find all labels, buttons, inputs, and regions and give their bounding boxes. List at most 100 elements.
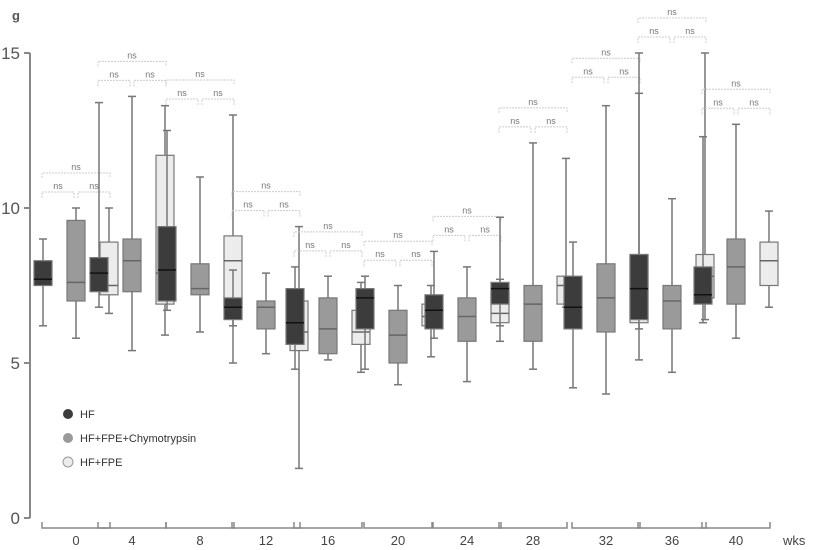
legend-label-hf: HF <box>80 409 95 421</box>
significance-bracket <box>97 60 167 67</box>
significance-label: ns <box>619 66 629 76</box>
significance-label: ns <box>393 230 403 240</box>
significance-bracket <box>165 98 235 105</box>
y-tick-label: 15 <box>1 44 20 63</box>
significance-label: ns <box>145 69 155 79</box>
significance-bracket <box>498 126 568 133</box>
legend-label-fpe: HF+FPE <box>80 457 122 469</box>
y-tick-label: 5 <box>11 354 20 373</box>
box <box>33 260 53 287</box>
significance-bracket <box>571 76 641 84</box>
x-tick-label: 32 <box>599 533 613 548</box>
y-tick-label: 0 <box>11 509 20 528</box>
box <box>190 263 210 296</box>
significance-bracket <box>231 210 301 217</box>
legend-marker-fpe <box>62 456 74 468</box>
x-axis-label: wks <box>782 533 806 548</box>
significance-label: ns <box>667 7 677 17</box>
x-bracket <box>97 522 167 529</box>
x-tick-label: 12 <box>259 533 273 548</box>
box <box>457 297 477 342</box>
significance-bracket <box>637 36 707 43</box>
x-bracket <box>41 522 111 529</box>
significance-label: ns <box>305 240 315 250</box>
box <box>490 281 510 305</box>
x-tick-label: 20 <box>391 533 405 548</box>
x-tick-label: 28 <box>526 533 540 548</box>
x-bracket <box>432 522 502 529</box>
box <box>355 288 375 330</box>
x-bracket <box>571 522 641 529</box>
significance-label: ns <box>323 221 333 231</box>
significance-label: ns <box>261 181 271 191</box>
significance-label: ns <box>444 224 454 234</box>
x-bracket <box>293 522 363 529</box>
x-bracket <box>701 522 771 529</box>
significance-bracket <box>231 191 301 197</box>
significance-label: ns <box>601 47 611 57</box>
x-bracket <box>231 522 301 529</box>
box <box>726 238 746 305</box>
x-bracket <box>498 522 568 529</box>
y-axis-label: g <box>12 8 20 23</box>
significance-label: ns <box>731 78 741 88</box>
significance-label: ns <box>109 69 119 79</box>
legend: HF HF+FPE+Chymotrypsin HF+FPE <box>62 409 196 469</box>
box <box>759 241 779 287</box>
legend-label-chymotrypsin: HF+FPE+Chymotrypsin <box>80 433 196 445</box>
box <box>122 238 142 293</box>
box <box>523 284 543 342</box>
significance-bracket <box>637 17 707 23</box>
significance-bracket <box>363 259 433 267</box>
significance-label: ns <box>195 69 205 79</box>
box <box>629 253 649 321</box>
significance-label: ns <box>375 249 385 259</box>
box <box>66 219 86 302</box>
significance-label: ns <box>177 88 187 98</box>
significance-bracket <box>701 107 771 115</box>
significance-label: ns <box>583 66 593 76</box>
significance-label: ns <box>685 26 695 36</box>
significance-bracket <box>571 57 641 64</box>
significance-bracket <box>363 240 433 247</box>
significance-label: ns <box>89 181 99 191</box>
significance-label: ns <box>213 88 223 98</box>
legend-marker-chymotrypsin <box>63 433 73 443</box>
significance-label: ns <box>127 50 137 60</box>
box <box>256 300 276 330</box>
significance-label: ns <box>528 97 538 107</box>
significance-bracket <box>41 191 111 198</box>
significance-label: ns <box>71 162 81 172</box>
significance-bracket <box>432 215 502 222</box>
box <box>662 284 682 330</box>
significance-label: ns <box>546 116 556 126</box>
significance-bracket <box>432 234 502 242</box>
significance-label: ns <box>480 224 490 234</box>
significance-bracket <box>701 88 771 95</box>
x-tick-label: 4 <box>128 533 135 548</box>
box <box>424 294 444 330</box>
significance-bracket <box>293 250 363 257</box>
x-tick-label: 8 <box>196 533 203 548</box>
box <box>388 309 408 364</box>
y-tick-label: 10 <box>1 199 20 218</box>
significance-label: ns <box>243 200 253 210</box>
legend-marker-hf <box>63 409 73 419</box>
x-bracket <box>637 522 707 529</box>
significance-bracket <box>41 172 111 178</box>
significance-label: ns <box>462 205 472 215</box>
box <box>157 226 177 302</box>
x-bracket <box>165 522 235 529</box>
significance-label: ns <box>713 97 723 107</box>
significance-label: ns <box>649 26 659 36</box>
significance-label: ns <box>510 116 520 126</box>
x-bracket <box>363 522 433 529</box>
x-tick-label: 16 <box>321 533 335 548</box>
significance-bracket <box>498 107 568 113</box>
box <box>693 266 713 305</box>
significance-label: ns <box>411 249 421 259</box>
significance-label: ns <box>341 240 351 250</box>
box <box>563 275 583 330</box>
box <box>223 297 243 321</box>
